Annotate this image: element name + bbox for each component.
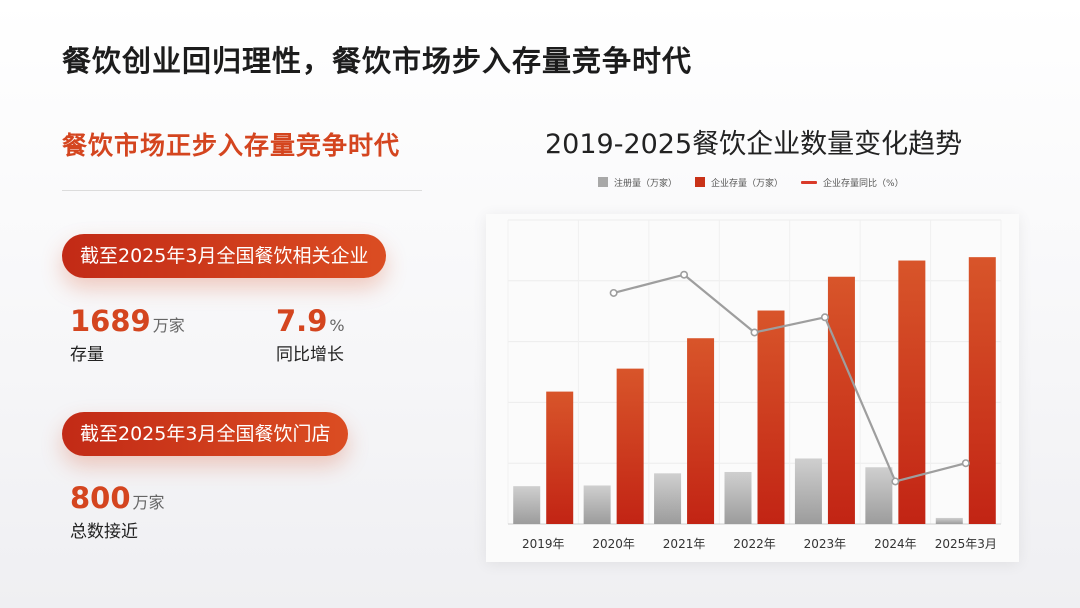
point-yoy	[820, 313, 829, 322]
stores-stat: 800 万家 总数接近	[70, 481, 165, 542]
x-tick-label: 2024年	[874, 537, 917, 551]
stores-value: 800	[70, 481, 131, 515]
x-tick-label: 2023年	[804, 537, 847, 551]
yoy-label: 同比增长	[276, 345, 344, 365]
legend-item-stock: 企业存量（万家）	[695, 176, 783, 189]
bar-registrations	[513, 486, 541, 524]
chart-title: 2019-2025餐饮企业数量变化趋势	[545, 129, 963, 160]
stores-label: 总数接近	[70, 522, 138, 542]
bar-registrations	[865, 467, 893, 524]
line-yoy	[613, 273, 967, 483]
chart-legend: 注册量（万家） 企业存量（万家） 企业存量同比（%）	[598, 175, 904, 189]
point-yoy	[680, 270, 689, 279]
yoy-stat: 7.9% 同比增长	[276, 304, 345, 365]
bar-stock	[827, 276, 855, 524]
chart-svg: 2019年 2020年 2021年 2022年 2023年 2024年 2025年3月	[507, 219, 1002, 551]
page-title: 餐饮创业回归理性，餐饮市场步入存量竞争时代	[62, 44, 693, 78]
bar-registrations	[654, 473, 682, 524]
bar-stock	[898, 260, 926, 524]
x-tick-label: 2020年	[592, 537, 635, 551]
bar-registrations	[935, 517, 963, 524]
x-tick-label: 2019年	[522, 537, 565, 551]
bar-stock	[546, 391, 574, 524]
bar-stock	[616, 368, 644, 524]
stock-value: 1689	[70, 304, 151, 338]
bar-registrations	[724, 471, 752, 524]
point-yoy	[891, 477, 900, 486]
stock-stat: 1689 万家 存量	[70, 304, 185, 365]
stock-unit: 万家	[152, 316, 185, 335]
bar-registrations	[583, 485, 611, 524]
stores-unit: 万家	[132, 493, 165, 512]
legend-swatch-registrations	[598, 177, 608, 187]
stores-badge: 截至2025年3月全国餐饮门店	[62, 412, 349, 456]
bar-stock	[968, 257, 996, 524]
enterprise-badge: 截至2025年3月全国餐饮相关企业	[62, 234, 387, 278]
x-tick-label: 2025年3月	[935, 537, 997, 551]
yoy-unit: %	[329, 316, 345, 335]
legend-swatch-stock	[695, 177, 706, 187]
point-yoy	[609, 288, 618, 297]
legend-item-yoy: 企业存量同比（%）	[801, 176, 904, 189]
point-yoy	[961, 459, 970, 468]
x-tick-label: 2022年	[733, 537, 776, 551]
section-subtitle: 餐饮市场正步入存量竞争时代	[62, 131, 401, 160]
stock-label: 存量	[70, 345, 104, 365]
legend-label-registrations: 注册量（万家）	[614, 178, 678, 189]
legend-item-registrations: 注册量（万家）	[598, 176, 677, 189]
legend-label-stock: 企业存量（万家）	[711, 178, 784, 189]
bar-stock	[687, 338, 715, 524]
legend-label-yoy: 企业存量同比（%）	[823, 178, 904, 189]
point-yoy	[750, 328, 759, 337]
legend-swatch-yoy	[801, 180, 818, 184]
bar-stock	[757, 310, 785, 524]
x-tick-label: 2021年	[663, 537, 706, 551]
bar-registrations	[794, 458, 822, 524]
chart-panel: 2019年 2020年 2021年 2022年 2023年 2024年 2025年3月	[486, 214, 1019, 562]
yoy-value: 7.9	[276, 304, 328, 338]
divider	[62, 190, 422, 191]
